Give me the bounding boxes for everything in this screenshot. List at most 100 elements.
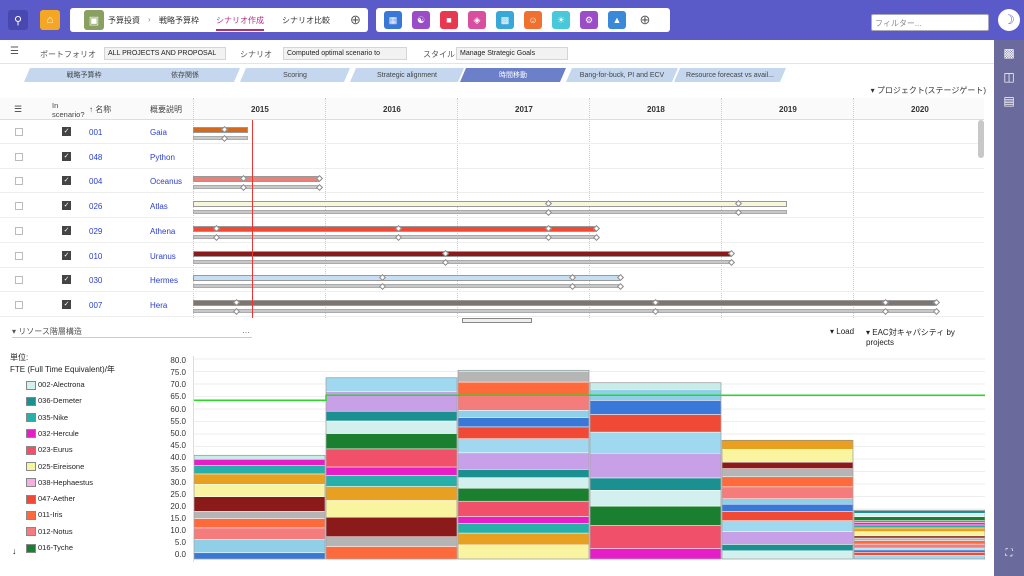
milestone-marker[interactable] — [592, 233, 600, 241]
tab-resource-forecast[interactable]: Resource forecast vs avail... — [674, 68, 786, 82]
row-select-checkbox[interactable] — [15, 177, 23, 186]
stack-segment[interactable] — [589, 414, 722, 433]
project-id[interactable]: 007 — [89, 300, 103, 310]
list-menu-icon[interactable]: ☰ — [14, 104, 23, 114]
stack-segment[interactable] — [457, 532, 590, 546]
project-bar[interactable] — [193, 275, 621, 282]
fullscreen-icon[interactable]: ⛶ — [1005, 547, 1013, 559]
stack-segment[interactable] — [194, 518, 326, 529]
crumb-budget-investment[interactable]: 予算投資 — [108, 16, 140, 25]
stack-segment[interactable] — [721, 476, 854, 488]
table-row[interactable]: ✓ 026 Atlas — [0, 194, 984, 219]
project-name[interactable]: Oceanus — [150, 177, 183, 187]
style-select[interactable]: Manage Strategic Goals — [456, 47, 568, 60]
shapes-icon[interactable]: ▲ — [608, 11, 626, 29]
row-select-checkbox[interactable] — [15, 128, 23, 136]
stack-segment[interactable] — [325, 377, 458, 392]
stack-segment[interactable] — [457, 426, 590, 439]
stack-segment[interactable] — [853, 547, 985, 551]
col-description[interactable]: 概要説明 — [150, 105, 182, 114]
stack-segment[interactable] — [721, 486, 854, 499]
people-icon[interactable]: ☺ — [524, 11, 542, 29]
stack-segment[interactable] — [721, 503, 854, 512]
legend-item[interactable]: 032-Hercule — [26, 429, 79, 439]
stack-segment[interactable] — [194, 455, 325, 460]
gantt-scrollbar[interactable] — [978, 120, 984, 158]
legend-item[interactable]: 047-Aether — [26, 494, 75, 504]
stack-segment[interactable] — [194, 527, 326, 540]
legend-item[interactable]: 036-Demeter — [26, 396, 82, 406]
stack-segment[interactable] — [589, 505, 722, 526]
stack-segment[interactable] — [721, 440, 854, 450]
filter-input[interactable]: フィルター... — [871, 14, 989, 31]
milestone-marker[interactable] — [933, 298, 941, 306]
stack-segment[interactable] — [457, 523, 590, 534]
project-id[interactable]: 048 — [89, 152, 103, 162]
stack-segment[interactable] — [853, 535, 985, 539]
row-select-checkbox[interactable] — [15, 300, 23, 309]
table-row[interactable]: ✓ 030 Hermes — [0, 268, 984, 293]
in-scenario-checkbox[interactable]: ✓ — [62, 275, 71, 285]
in-scenario-checkbox[interactable]: ✓ — [62, 250, 71, 260]
search-icon[interactable]: ⚲ — [8, 10, 28, 30]
table-row[interactable]: ✓ 029 Athena — [0, 219, 984, 243]
stack-segment[interactable] — [853, 516, 985, 521]
table-row[interactable]: ✓ 004 Oceanus — [0, 169, 984, 194]
capacity-select[interactable]: ▾ EAC対キャパシティ by projects — [866, 328, 955, 347]
stack-segment[interactable] — [721, 550, 854, 560]
stack-segment[interactable] — [194, 552, 326, 560]
project-bar[interactable] — [193, 250, 732, 257]
in-scenario-checkbox[interactable]: ✓ — [62, 127, 71, 136]
monitor-icon[interactable]: ▦ — [384, 11, 402, 29]
legend-item[interactable]: 002-Alectrona — [26, 380, 85, 390]
stack-segment[interactable] — [457, 394, 590, 411]
load-select[interactable]: ▾ Load — [830, 327, 855, 336]
row-select-checkbox[interactable] — [15, 226, 23, 235]
network-icon[interactable]: ☯ — [412, 11, 430, 29]
stack-segment[interactable] — [325, 516, 458, 537]
stack-segment[interactable] — [853, 524, 985, 529]
stack-segment[interactable] — [194, 473, 326, 485]
project-id[interactable]: 004 — [89, 177, 103, 187]
stack-segment[interactable] — [457, 371, 590, 383]
tab-strategic-alignment[interactable]: Strategic alignment — [350, 68, 464, 82]
stack-segment[interactable] — [853, 531, 985, 537]
legend-item[interactable]: 035-Nike — [26, 413, 68, 423]
portfolio-select[interactable]: ALL PROJECTS AND PROPOSAL — [104, 47, 226, 60]
stack-segment[interactable] — [194, 484, 326, 498]
stack-segment[interactable] — [457, 469, 590, 478]
stack-segment[interactable] — [589, 490, 722, 507]
stack-segment[interactable] — [853, 513, 985, 517]
stack-segment[interactable] — [853, 555, 985, 560]
milestone-marker[interactable] — [616, 283, 624, 291]
tab-bang-for-buck[interactable]: Bang-for-buck, PI and ECV — [566, 68, 678, 82]
row-select-checkbox[interactable] — [15, 152, 23, 161]
stack-segment[interactable] — [325, 448, 458, 468]
stack-segment[interactable] — [721, 531, 854, 545]
save-icon[interactable]: ▩ — [1003, 46, 1015, 60]
stack-segment[interactable] — [721, 520, 854, 532]
lightbulb-icon[interactable]: ☀ — [552, 11, 570, 29]
in-scenario-checkbox[interactable]: ✓ — [62, 176, 71, 186]
stack-segment[interactable] — [325, 546, 458, 560]
project-id[interactable]: 030 — [89, 276, 103, 286]
project-name[interactable]: Gaia — [150, 128, 167, 137]
crumb-scenario-compare[interactable]: シナリオ比較 — [282, 16, 330, 25]
crumb-scenario-creation[interactable]: シナリオ作成 — [216, 15, 264, 31]
folder-icon[interactable]: ■ — [440, 11, 458, 29]
project-name[interactable]: Uranus — [150, 251, 176, 261]
view-selector[interactable]: ▾ プロジェクト(ステージゲート) — [870, 86, 986, 95]
project-bar[interactable] — [193, 201, 787, 208]
pane-splitter[interactable] — [462, 318, 532, 323]
stack-segment[interactable] — [590, 382, 721, 390]
legend-item[interactable]: 023-Eurus — [26, 445, 73, 455]
stack-segment[interactable] — [853, 522, 985, 526]
project-name[interactable]: Atlas — [150, 202, 168, 212]
stack-segment[interactable] — [589, 400, 722, 415]
add-app-icon[interactable]: ⊕ — [639, 12, 651, 27]
project-id[interactable]: 001 — [89, 128, 103, 137]
project-name[interactable]: Hermes — [150, 276, 179, 286]
stack-segment[interactable] — [457, 438, 590, 454]
row-select-checkbox[interactable] — [15, 202, 23, 211]
project-name[interactable]: Hera — [150, 300, 168, 310]
